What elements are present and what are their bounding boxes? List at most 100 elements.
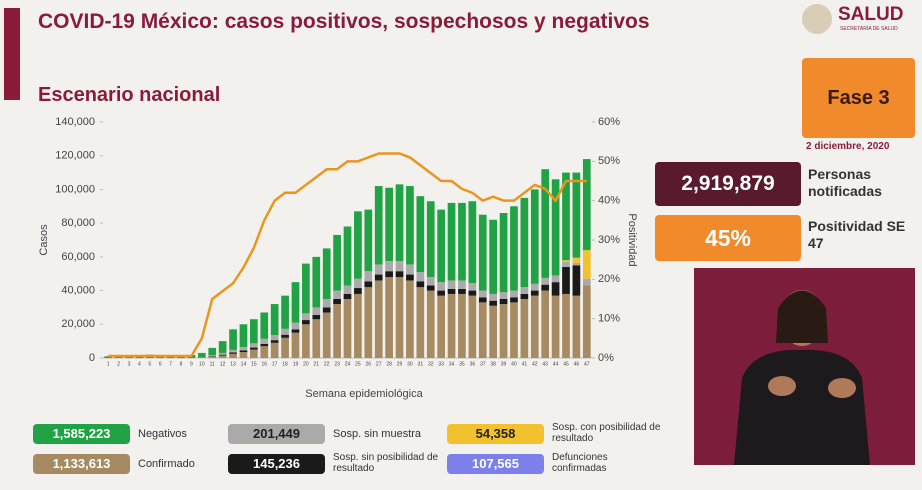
bar-segment — [374, 280, 383, 358]
bar-segment — [385, 271, 393, 278]
bar-segment — [416, 287, 425, 358]
bar-segment — [582, 250, 591, 279]
bar-segment — [530, 189, 539, 284]
bar-segment — [541, 277, 550, 285]
bar-segment — [322, 312, 331, 358]
bar-segment — [260, 343, 269, 347]
bar-segment — [541, 290, 550, 358]
bar-segment — [416, 272, 425, 282]
bar-segment — [437, 290, 445, 296]
bar-segment — [250, 349, 258, 358]
bar-segment — [385, 187, 393, 262]
x-tick-label: 12 — [220, 361, 226, 367]
bar-segment — [478, 290, 487, 298]
bar-segment — [437, 209, 445, 283]
x-tick-label: 38 — [490, 361, 496, 367]
bar-segment — [260, 346, 269, 358]
x-tick-label: 20 — [303, 361, 309, 367]
bar-segment — [478, 297, 487, 303]
bar-segment — [572, 172, 581, 258]
bar-segment — [562, 260, 570, 262]
phase-box: Fase 3 — [802, 58, 915, 138]
bar-segment — [489, 293, 498, 301]
logo-sub: SECRETARÍA DE SALUD — [840, 26, 898, 32]
x-tick-label: 5 — [148, 361, 151, 367]
bar-segment — [291, 282, 300, 323]
bar-segment — [364, 271, 373, 282]
bar-segment — [520, 197, 529, 288]
bar-segment — [510, 206, 518, 291]
positivity-label: Positividad SE 47 — [808, 218, 906, 251]
x-tick-label: 45 — [563, 361, 569, 367]
bar-segment — [270, 342, 279, 358]
bar-segment — [520, 293, 529, 299]
deaths-label: Defunciones confirmadas — [552, 452, 608, 474]
deaths-value: 107,565 — [447, 454, 544, 474]
bar-segment — [499, 299, 508, 305]
bar-segment — [302, 313, 310, 321]
bar-segment — [333, 299, 341, 305]
bar-segment — [374, 186, 383, 265]
bar-segment — [208, 355, 217, 357]
bar-segment — [322, 307, 331, 313]
x-tick-label: 37 — [480, 361, 486, 367]
bar-segment — [197, 352, 206, 358]
bar-segment — [468, 201, 477, 283]
positivity-value: 45% — [655, 215, 801, 261]
bar-segment — [312, 256, 321, 308]
bar-segment — [447, 293, 456, 358]
bar-segment — [239, 352, 248, 358]
bar-segment — [458, 280, 466, 289]
x-tick-label: 27 — [376, 361, 382, 367]
bar-segment — [250, 319, 258, 344]
bar-segment — [426, 277, 435, 286]
bar-segment — [239, 324, 248, 348]
bar-segment — [322, 299, 331, 308]
negativos-label: Negativos — [138, 428, 187, 440]
bar-segment — [510, 302, 518, 358]
bar-segment — [333, 304, 341, 358]
bar-segment — [374, 264, 383, 275]
bar-segment — [499, 304, 508, 358]
bar-segment — [354, 293, 362, 358]
x-tick-label: 42 — [532, 361, 538, 367]
x-tick-label: 26 — [366, 361, 372, 367]
x-tick-label: 32 — [428, 361, 434, 367]
bar-segment — [572, 262, 581, 266]
bar-segment — [270, 304, 279, 336]
bar-segment — [218, 352, 227, 355]
bar-segment — [510, 297, 518, 303]
x-tick-label: 13 — [230, 361, 236, 367]
bar-segment — [270, 340, 279, 343]
bar-segment — [551, 282, 560, 296]
x-tick-label: 8 — [180, 361, 183, 367]
bar-segment — [312, 315, 321, 320]
bar-segment — [354, 288, 362, 294]
bar-segment — [364, 209, 373, 272]
y2-tick-label: 10% — [598, 313, 620, 325]
x-tick-label: 39 — [501, 361, 507, 367]
bar-segment — [510, 290, 518, 298]
y2-tick-label: 20% — [598, 273, 620, 285]
bar-segment — [458, 288, 466, 294]
bar-segment — [302, 263, 310, 314]
logo: SALUD — [838, 4, 904, 25]
x-tick-label: 40 — [511, 361, 517, 367]
bar-segment — [208, 356, 217, 357]
interpreter-figure — [734, 290, 870, 465]
y-tick-label: 60,000 — [61, 251, 95, 263]
accent-bar — [4, 8, 20, 100]
bar-segment — [260, 312, 269, 339]
bar-segment — [562, 293, 570, 358]
bar-segment — [385, 261, 393, 272]
bar-segment — [562, 172, 570, 261]
x-tick-label: 23 — [334, 361, 340, 367]
x-tick-label: 4 — [138, 361, 141, 367]
confirmado-label: Confirmado — [138, 458, 195, 470]
x-tick-label: 2 — [117, 361, 120, 367]
x-tick-label: 16 — [261, 361, 267, 367]
y2-axis-label: Positividad — [626, 213, 638, 266]
x-tick-label: 41 — [522, 361, 528, 367]
y-tick-label: 100,000 — [55, 183, 95, 195]
bar-segment — [551, 179, 560, 276]
